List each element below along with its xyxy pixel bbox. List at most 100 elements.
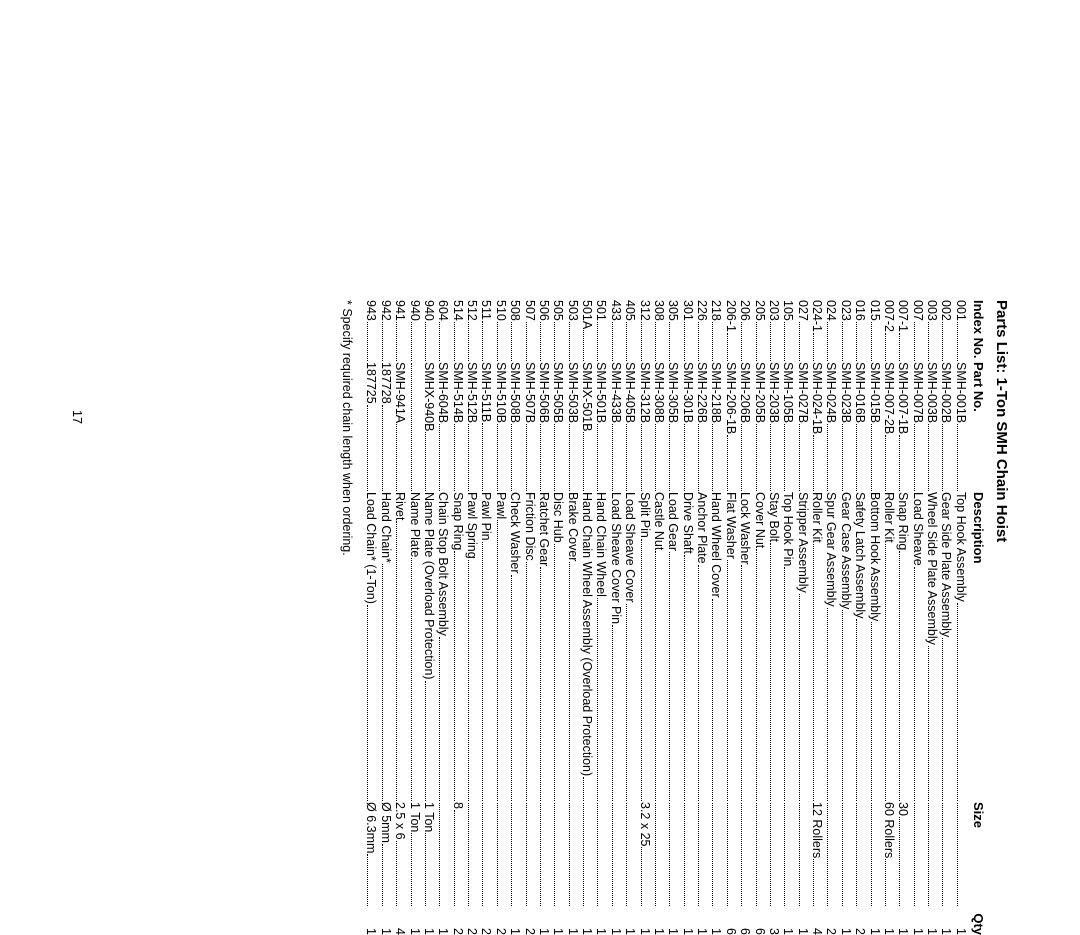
cell-size (609, 802, 613, 907)
cell-qty: 1 (637, 907, 651, 935)
cell-qty: 1 (709, 907, 723, 935)
cell-part: SMH-203B (767, 362, 781, 492)
cell-part: SMH-308B (652, 362, 666, 492)
cell-part: SMH-510B (493, 362, 507, 492)
cell-description: Bottom Hook Assembly (867, 492, 881, 802)
cell-part: SMH-433B (608, 362, 622, 492)
cell-index: 511 (479, 300, 493, 362)
cell-part: SMH-105B (781, 362, 795, 492)
cell-index: 308 (652, 300, 666, 362)
table-row: 312SMH-312BSplit Pin3.2 x 251 (637, 300, 651, 774)
table-row: 007SMH-007BLoad Sheave1 (910, 300, 924, 774)
cell-qty: 1 (580, 907, 594, 935)
cell-description: Castle Nut (652, 492, 666, 802)
cell-index: 312 (637, 300, 651, 362)
cell-description: Anchor Plate (695, 492, 709, 802)
cell-index: 024-1 (810, 300, 824, 362)
table-row: 305SMH-305BLoad Gear1 (666, 300, 680, 774)
cell-description: Chain Stop Bolt Assembly (436, 492, 450, 802)
footnote: * Specify required chain length when ord… (340, 300, 354, 774)
cell-size (738, 802, 742, 907)
cell-description: Hand Wheel Cover (709, 492, 723, 802)
cell-description: Roller Kit (882, 492, 896, 802)
cell-part: SMH-007-1B (896, 362, 910, 492)
cell-part: SMH-024B (824, 362, 838, 492)
cell-description: Lock Washer (738, 492, 752, 802)
cell-size: Ø 6.3mm (364, 802, 378, 907)
cell-part: SMH-511B (479, 362, 493, 492)
table-row: 024SMH-024BSpur Gear Assembly2 (824, 300, 838, 774)
cell-description: Hand Chain Wheel (594, 492, 608, 802)
cell-index: 301 (680, 300, 694, 362)
cell-index: 512 (465, 300, 479, 362)
table-row: 206-1SMH-206-1BFlat Washer6 (723, 300, 737, 774)
cell-part: SMH-007-2B (882, 362, 896, 492)
cell-qty: 1 (781, 907, 795, 935)
cell-description: Pawl Spring (465, 492, 479, 802)
cell-description: Stay Bolt (767, 492, 781, 802)
cell-size: 60 Rollers (882, 802, 896, 907)
cell-description: Ratchet Gear (537, 492, 551, 802)
table-row: 016SMH-016BSafety Latch Assembly2 (853, 300, 867, 774)
cell-qty: 1 (925, 907, 939, 935)
table-row: 510SMH-510BPawl2 (493, 300, 507, 774)
cell-description: Load Gear (666, 492, 680, 802)
table-row: 015SMH-015BBottom Hook Assembly1 (867, 300, 881, 774)
cell-index: 023 (838, 300, 852, 362)
cell-size (652, 802, 656, 907)
table-row: 301SMH-301BDrive Shaft1 (680, 300, 694, 774)
cell-size (911, 802, 915, 907)
cell-size: 1 Ton (407, 802, 421, 907)
cell-size (925, 802, 929, 907)
cell-part: 187725 (364, 362, 378, 492)
parts-table-body: 001SMH-001BTop Hook Assembly1002SMH-002B… (364, 300, 968, 774)
cell-qty: 2 (493, 907, 507, 935)
table-row: 505SMH-505BDisc Hub1 (551, 300, 565, 774)
cell-index: 508 (508, 300, 522, 362)
cell-size (724, 802, 728, 907)
cell-part: SMH-218B (709, 362, 723, 492)
cell-index: 506 (537, 300, 551, 362)
cell-part: SMH-002B (939, 362, 953, 492)
cell-size (695, 802, 699, 907)
cell-index: 943 (364, 300, 378, 362)
cell-index: 942 (378, 300, 392, 362)
cell-qty: 1 (882, 907, 896, 935)
table-row: 405SMH-405BLoad Sheave Cover1 (623, 300, 637, 774)
table-row: 023SMH-023BGear Case Assembly1 (838, 300, 852, 774)
cell-qty: 6 (738, 907, 752, 935)
table-row: 511SMH-511BPawl Pin2 (479, 300, 493, 774)
cell-size: Ø 5mm (378, 802, 392, 907)
cell-qty: 2 (479, 907, 493, 935)
cell-qty: 3 (767, 907, 781, 935)
cell-qty: 1 (652, 907, 666, 935)
cell-part: SMH-007B (910, 362, 924, 492)
cell-qty: 1 (695, 907, 709, 935)
cell-description: Pawl Pin (479, 492, 493, 802)
cell-size: 12 Rollers (810, 802, 824, 907)
table-row: 027SMH-027BStripper Assembly1 (795, 300, 809, 774)
cell-index: 505 (551, 300, 565, 362)
cell-qty: 1 (407, 907, 421, 935)
cell-index: 405 (623, 300, 637, 362)
cell-qty: 1 (436, 907, 450, 935)
cell-part: 187728 (378, 362, 392, 492)
cell-size (566, 802, 570, 907)
page-number: 17 (70, 0, 84, 834)
cell-qty: 6 (752, 907, 766, 935)
cell-part: SMH-024-1B (810, 362, 824, 492)
cell-size (839, 802, 843, 907)
table-row: 940Name Plate1 Ton1 (407, 300, 421, 774)
cell-index: 514 (450, 300, 464, 362)
table-row: 433SMH-433BLoad Sheave Cover Pin1 (608, 300, 622, 774)
page-title: Parts List: 1-Ton SMH Chain Hoist (993, 300, 1010, 774)
cell-description: Safety Latch Assembly (853, 492, 867, 802)
header-part: Part No. (970, 362, 985, 492)
cell-qty: 1 (422, 907, 436, 935)
cell-size (681, 802, 685, 907)
cell-size: 3.2 x 25 (637, 802, 651, 907)
cell-qty: 1 (508, 907, 522, 935)
header-qty: Qty (970, 907, 985, 935)
cell-index: 940 (422, 300, 436, 362)
cell-description: Cover Nut (752, 492, 766, 802)
